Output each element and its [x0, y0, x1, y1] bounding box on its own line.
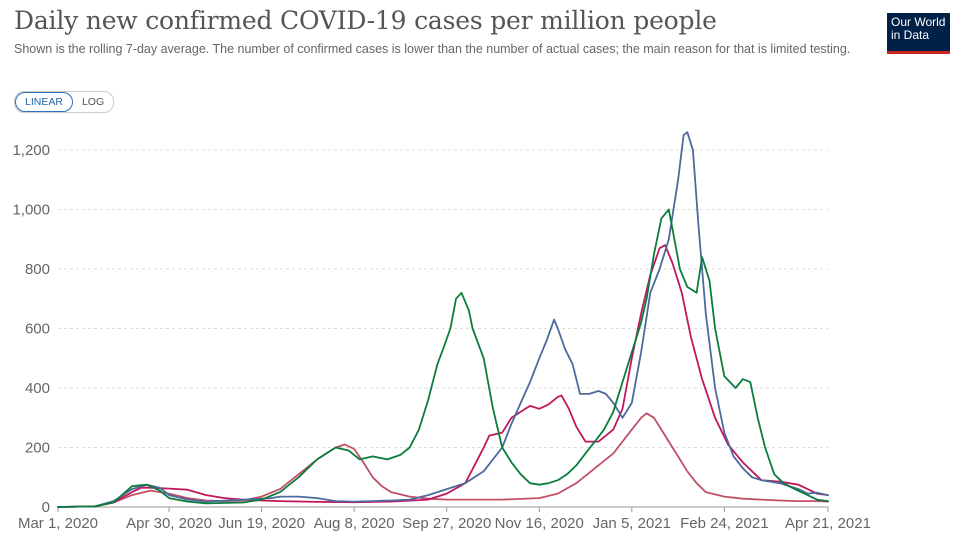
- y-tick-label: 600: [25, 321, 50, 338]
- chart-subtitle: Shown is the rolling 7-day average. The …: [14, 42, 851, 56]
- series-line-1[interactable]: [57, 244, 829, 508]
- series-line-3[interactable]: [57, 208, 829, 508]
- y-tick-label: 800: [25, 261, 50, 278]
- y-tick-label: 1,200: [12, 142, 50, 159]
- x-tick-label: Apr 21, 2021: [785, 515, 871, 532]
- y-tick-label: 200: [25, 440, 50, 457]
- x-tick-label: Nov 16, 2020: [495, 515, 584, 532]
- axis-layer: 0 200 400 600 800 1,000 1,200 Mar 1, 2020 Apr 30…: [12, 142, 871, 532]
- chart-title: Daily new confirmed COVID-19 cases per m…: [14, 6, 717, 35]
- y-tick-label: 0: [42, 499, 50, 516]
- y-tick-label: 400: [25, 380, 50, 397]
- x-tick-label: Feb 24, 2021: [680, 515, 768, 532]
- series-line-2[interactable]: [57, 131, 829, 508]
- series-layer: [57, 131, 829, 508]
- linear-scale-button[interactable]: LINEAR: [15, 92, 73, 112]
- x-tick-label: Jun 19, 2020: [218, 515, 305, 532]
- y-tick-label: 1,000: [12, 202, 50, 219]
- owid-logo[interactable]: Our World in Data: [887, 13, 950, 54]
- series-line-0[interactable]: [57, 412, 829, 508]
- scale-toggle: LINEAR LOG: [14, 91, 115, 113]
- x-tick-label: Mar 1, 2020: [18, 515, 98, 532]
- grid-layer: [58, 149, 828, 448]
- x-tick-label: Apr 30, 2020: [126, 515, 212, 532]
- x-tick-label: Jan 5, 2021: [593, 515, 671, 532]
- x-tick-label: Sep 27, 2020: [402, 515, 491, 532]
- log-scale-button[interactable]: LOG: [81, 96, 105, 108]
- x-tick-label: Aug 8, 2020: [314, 515, 395, 532]
